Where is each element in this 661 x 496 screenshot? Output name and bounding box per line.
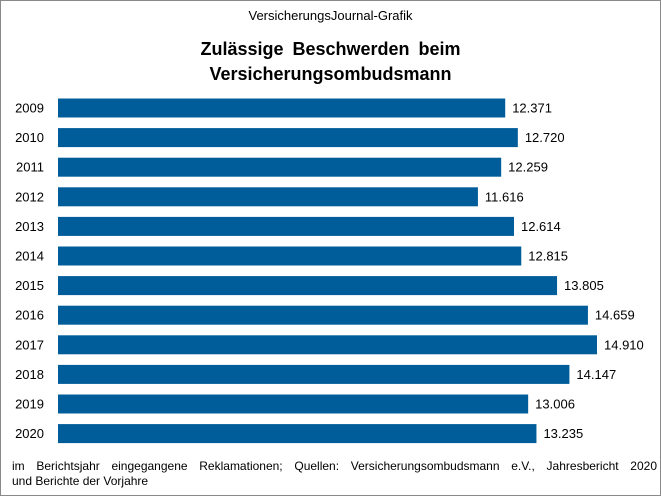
bar — [58, 216, 514, 236]
category-label: 2012 — [15, 189, 44, 204]
category-label: 2019 — [15, 397, 44, 412]
bar — [58, 98, 506, 118]
chart-title-line-2: Versicherungsombudsmann — [209, 64, 452, 84]
source-credit: VersicherungsJournal-Grafik — [248, 8, 413, 23]
category-label: 2020 — [15, 426, 44, 441]
category-label: 2015 — [15, 278, 44, 293]
value-label: 14.910 — [604, 337, 644, 352]
chart-title-line-1: Zulässige Beschwerden beim — [200, 39, 461, 59]
value-label: 14.147 — [576, 367, 616, 382]
bar-chart: 2009 12.371 2010 12.720 2011 12.259 2012 11.616… — [15, 98, 644, 444]
category-label: 2014 — [15, 249, 44, 264]
category-label: 2009 — [15, 101, 44, 116]
value-label: 12.614 — [521, 219, 561, 234]
value-label: 13.006 — [535, 397, 575, 412]
value-label: 12.259 — [508, 160, 548, 175]
value-label: 12.371 — [512, 101, 552, 116]
category-label: 2017 — [15, 337, 44, 352]
bar — [58, 128, 518, 148]
value-label: 11.616 — [485, 189, 524, 204]
bar — [58, 394, 529, 414]
category-label: 2018 — [15, 367, 44, 382]
bar — [58, 305, 588, 325]
bar — [58, 187, 478, 207]
bar — [58, 246, 522, 266]
value-label: 14.659 — [595, 308, 635, 323]
footnote: im Berichtsjahr eingegangene Reklamation… — [12, 459, 657, 489]
category-label: 2016 — [15, 308, 44, 323]
bar — [58, 424, 537, 444]
value-label: 13.805 — [564, 278, 604, 293]
chart-title: Zulässige Beschwerden beim Versicherungs… — [0, 37, 661, 87]
bars: 2009 12.371 2010 12.720 2011 12.259 2012 11.616… — [15, 98, 644, 444]
category-label: 2010 — [15, 130, 44, 145]
footnote-line-1: im Berichtsjahr eingegangene Reklamation… — [12, 459, 657, 473]
bar — [58, 276, 558, 296]
bar — [58, 335, 597, 355]
footnote-line-2: und Berichte der Vorjahre — [12, 474, 149, 488]
bar — [58, 157, 502, 177]
category-label: 2013 — [15, 219, 44, 234]
value-label: 12.815 — [528, 249, 568, 264]
bar — [58, 364, 570, 384]
category-label: 2011 — [16, 160, 44, 175]
value-label: 13.235 — [543, 426, 583, 441]
value-label: 12.720 — [525, 130, 565, 145]
